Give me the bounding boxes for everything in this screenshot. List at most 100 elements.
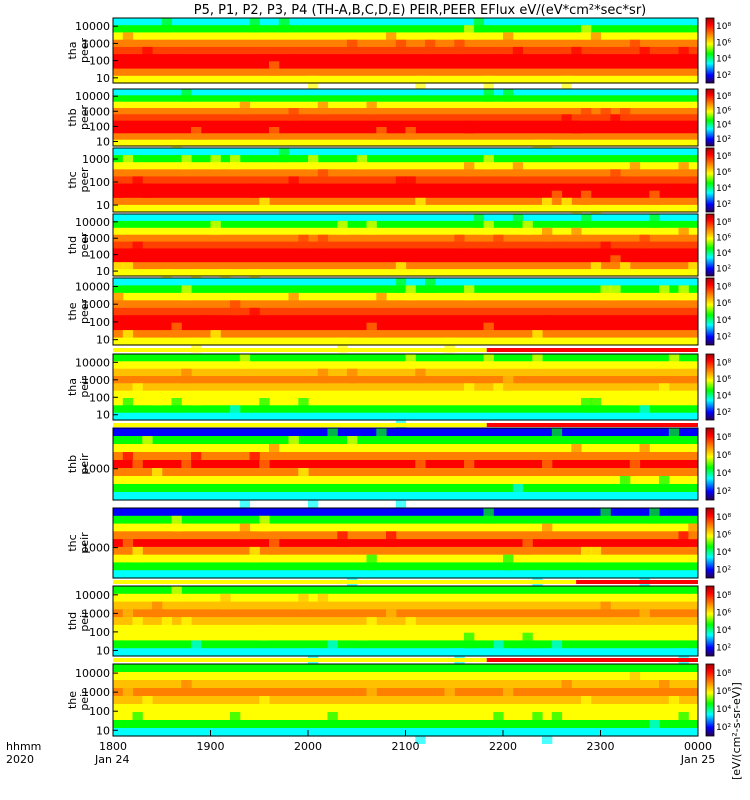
colorbar-tick-label: 10⁸	[716, 92, 731, 102]
spectrogram-band	[113, 101, 698, 109]
colorbar: 10² 10⁴ 10⁶ 10⁸	[705, 507, 731, 579]
spectrogram-texture	[620, 704, 631, 720]
spectrogram-texture	[600, 241, 611, 256]
colorbar-tick-label: 10⁴	[716, 705, 731, 715]
spectrogram-band	[113, 227, 698, 236]
panel-thc-peer: thcpeer 10 100 1000 10² 10⁴ 10⁶ 10⁸	[66, 147, 731, 220]
colorbar-scale	[705, 277, 715, 346]
spectrogram-texture	[512, 214, 524, 228]
spectrogram-band	[113, 139, 698, 147]
spectrogram-texture	[620, 262, 631, 276]
panel-probe: thb	[66, 455, 79, 473]
panel-frame	[112, 277, 699, 346]
colorbar-tick-label: 10⁸	[716, 433, 731, 443]
mode-bar-yellow	[113, 658, 487, 662]
spectrogram-band	[113, 601, 698, 610]
y-tick-label: 10000	[75, 216, 110, 229]
spectrogram-texture	[239, 101, 251, 115]
spectrogram-texture	[308, 155, 319, 170]
colorbar: 10² 10⁴ 10⁶ 10⁸	[705, 213, 731, 277]
spectrogram-texture	[542, 227, 553, 242]
spectrogram-band	[113, 586, 698, 595]
spectrogram-texture	[269, 539, 280, 555]
x-tick-label: 2200	[489, 740, 517, 753]
spectrogram-texture	[571, 227, 582, 242]
spectrogram-texture	[249, 18, 260, 33]
panel-probe: tha	[66, 41, 79, 59]
mode-bar-red	[486, 658, 698, 662]
spectrogram-texture	[512, 46, 524, 62]
spectrogram-texture	[649, 508, 660, 524]
y-tick-label: 1000	[82, 463, 110, 476]
spectrogram-texture	[483, 508, 494, 524]
spectrogram-texture	[503, 688, 514, 704]
panel-label: thbpeir	[66, 453, 91, 475]
spectrogram-texture	[327, 428, 338, 444]
panel-label: thapeir	[66, 376, 91, 398]
colorbar-scale	[705, 353, 715, 421]
spectrogram-texture	[551, 428, 563, 444]
spectrogram-texture	[512, 484, 524, 500]
colorbar-tick-label: 10⁶	[716, 687, 731, 697]
spectrogram-texture	[356, 624, 368, 641]
spectrogram-band	[113, 148, 698, 156]
spectrogram-texture	[678, 285, 689, 301]
spectrogram-texture	[230, 405, 241, 420]
spectrogram-band	[113, 664, 698, 673]
spectrogram-texture	[259, 624, 270, 641]
y-tick-label: 10000	[75, 589, 110, 602]
colorbar: 10² 10⁴ 10⁶ 10⁸	[705, 427, 731, 501]
spectrogram-texture	[561, 680, 572, 696]
spectrogram-texture	[259, 54, 270, 69]
y-tick-label: 1000	[82, 374, 110, 387]
panel-species: peir	[78, 532, 91, 554]
spectrogram-band	[113, 204, 698, 213]
spectrogram-band	[113, 554, 698, 564]
y-tick-label: 10	[96, 135, 110, 148]
spectrogram-texture	[483, 354, 494, 369]
spectrogram-texture	[629, 460, 641, 476]
spectrogram-band	[113, 95, 698, 103]
panels: thapeer1010010001000010²10⁴10⁶10⁸thbpeer…	[66, 17, 731, 744]
y-tick-label: 100	[89, 176, 110, 189]
spectrogram-texture	[249, 183, 260, 198]
spectrogram-texture	[581, 25, 592, 40]
spectrogram-band	[113, 508, 698, 517]
spectrogram-texture	[191, 640, 202, 656]
x-row2-label: 2020	[6, 753, 34, 766]
spectrogram-texture	[561, 114, 572, 127]
spectrogram-texture	[113, 183, 124, 198]
panel-species: peir	[78, 376, 91, 398]
colorbar-tick-label: 10²	[716, 723, 731, 733]
spectrogram-texture	[415, 368, 426, 384]
spectrogram-texture	[415, 460, 426, 476]
colorbar: 10² 10⁴ 10⁶ 10⁸	[705, 17, 731, 84]
panel-probe: the	[66, 691, 79, 709]
panel-frame	[112, 147, 699, 213]
spectrogram-band	[113, 704, 698, 713]
colorbar-label: [eV/(cm²-s-sr-eV)]	[730, 682, 743, 780]
spectrogram-texture	[259, 515, 270, 532]
spectrogram-texture	[122, 688, 134, 704]
spectrogram-band	[113, 680, 698, 689]
spectrogram-texture	[317, 234, 329, 249]
spectrogram-texture	[132, 383, 143, 398]
panel-label: thdpeer	[66, 232, 91, 258]
spectrogram-texture	[464, 632, 475, 649]
spectrogram-texture	[629, 162, 641, 177]
spectrogram-band	[113, 570, 698, 579]
colorbar: 10² 10⁴ 10⁶ 10⁸	[705, 147, 731, 213]
y-tick-label: 100	[89, 55, 110, 68]
spectrogram-texture	[590, 546, 602, 563]
y-tick-label: 10000	[75, 90, 110, 103]
colorbar-scale	[705, 88, 715, 147]
spectrogram-texture	[639, 234, 650, 249]
spectrogram-texture	[191, 127, 202, 140]
spectrogram-texture	[464, 383, 475, 398]
spectrogram-texture	[327, 712, 338, 728]
spectrogram-texture	[132, 241, 143, 256]
spectrogram-texture	[405, 127, 416, 140]
y-tick-label: 1000	[82, 607, 110, 620]
spectrogram-texture	[152, 390, 163, 406]
